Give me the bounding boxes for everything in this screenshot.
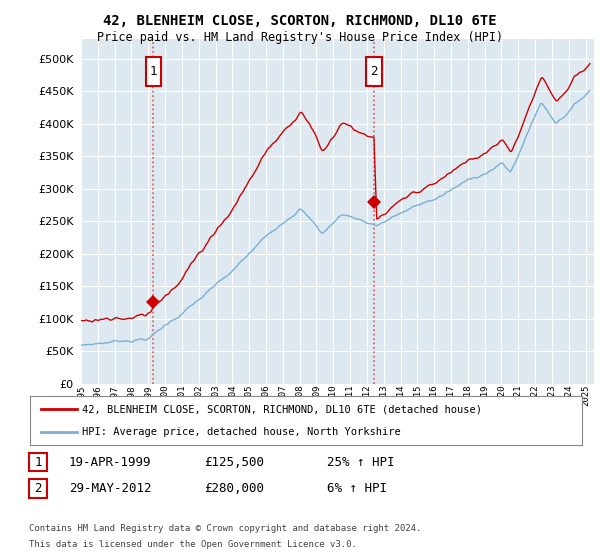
Text: 42, BLENHEIM CLOSE, SCORTON, RICHMOND, DL10 6TE (detached house): 42, BLENHEIM CLOSE, SCORTON, RICHMOND, D… (82, 404, 482, 414)
FancyBboxPatch shape (367, 57, 382, 86)
Text: 19-APR-1999: 19-APR-1999 (69, 455, 151, 469)
Text: £125,500: £125,500 (204, 455, 264, 469)
FancyBboxPatch shape (146, 57, 161, 86)
Text: 2: 2 (370, 65, 378, 78)
Text: 1: 1 (34, 455, 41, 469)
Text: Price paid vs. HM Land Registry's House Price Index (HPI): Price paid vs. HM Land Registry's House … (97, 31, 503, 44)
Text: This data is licensed under the Open Government Licence v3.0.: This data is licensed under the Open Gov… (29, 540, 356, 549)
Text: Contains HM Land Registry data © Crown copyright and database right 2024.: Contains HM Land Registry data © Crown c… (29, 524, 421, 533)
Text: HPI: Average price, detached house, North Yorkshire: HPI: Average price, detached house, Nort… (82, 427, 401, 437)
Text: 1: 1 (149, 65, 157, 78)
Text: 42, BLENHEIM CLOSE, SCORTON, RICHMOND, DL10 6TE: 42, BLENHEIM CLOSE, SCORTON, RICHMOND, D… (103, 14, 497, 28)
Text: 25% ↑ HPI: 25% ↑ HPI (327, 455, 395, 469)
Text: 2: 2 (34, 482, 41, 495)
Text: 29-MAY-2012: 29-MAY-2012 (69, 482, 151, 495)
Text: 6% ↑ HPI: 6% ↑ HPI (327, 482, 387, 495)
Text: £280,000: £280,000 (204, 482, 264, 495)
